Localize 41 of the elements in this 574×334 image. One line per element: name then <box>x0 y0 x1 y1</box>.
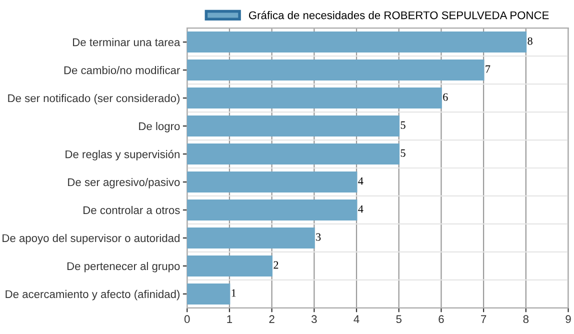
y-tick-label: De cambio/no modificar <box>64 66 180 74</box>
data-label: 8 <box>528 37 532 45</box>
bar <box>187 255 273 276</box>
x-tick-label: 8 <box>523 315 529 324</box>
bar <box>187 32 527 53</box>
bar <box>187 199 358 220</box>
data-label: 5 <box>400 121 406 129</box>
x-tick-label: 6 <box>438 315 444 324</box>
bar <box>187 88 442 109</box>
y-tick-label: De acercamiento y afecto (afinidad) <box>6 290 180 300</box>
y-tick-label: De logro <box>139 122 180 132</box>
data-label: 4 <box>358 177 364 185</box>
data-label: 7 <box>486 65 490 73</box>
data-label: 5 <box>400 149 406 157</box>
data-label: 6 <box>443 93 448 101</box>
bar <box>187 144 400 164</box>
bar <box>187 283 230 304</box>
x-tick-label: 2 <box>269 315 274 323</box>
x-tick-label: 7 <box>481 315 486 323</box>
x-tick-label: 3 <box>312 315 317 324</box>
bar <box>187 227 315 248</box>
x-tick-label: 4 <box>354 315 360 323</box>
x-tick-label: 9 <box>566 315 571 324</box>
bar <box>187 116 400 137</box>
y-tick-label: De apoyo del supervisor o autoridad <box>2 234 180 244</box>
y-tick-label: De ser agresivo/pasivo <box>68 178 180 188</box>
data-label: 4 <box>358 205 364 213</box>
y-tick-label: De pertenecer al grupo <box>67 262 180 272</box>
data-label: 2 <box>274 261 278 269</box>
x-tick-label: 0 <box>184 315 190 324</box>
y-tick-label: De ser notificado (ser considerado) <box>8 94 180 104</box>
y-tick-label: De controlar a otros <box>84 206 180 214</box>
y-tick-label: De reglas y supervisión <box>66 150 180 160</box>
data-label: 1 <box>232 289 236 297</box>
y-tick-label: De terminar una tarea <box>73 38 180 46</box>
x-tick-label: 5 <box>396 315 402 324</box>
legend-label: Gráfica de necesidades de ROBERTO SEPULVEDA PONCE <box>248 10 549 20</box>
x-tick-label: 1 <box>227 315 232 323</box>
bar <box>187 60 484 81</box>
data-label: 3 <box>316 233 321 241</box>
bar <box>187 172 358 192</box>
